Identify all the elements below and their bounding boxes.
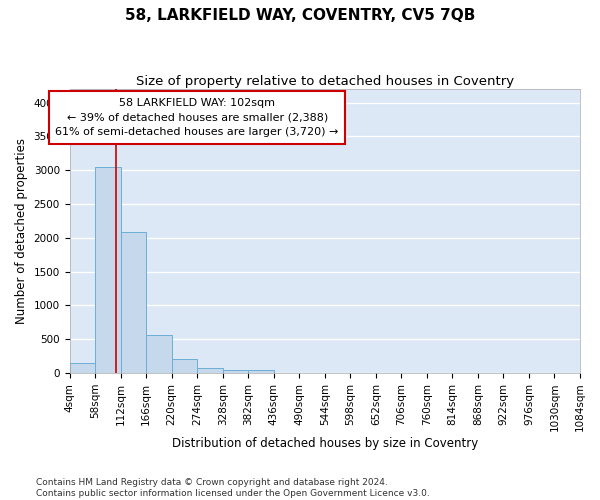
Bar — [70, 363, 95, 373]
Y-axis label: Number of detached properties: Number of detached properties — [15, 138, 28, 324]
Title: Size of property relative to detached houses in Coventry: Size of property relative to detached ho… — [136, 75, 514, 88]
Bar — [248, 370, 274, 373]
Text: 58, LARKFIELD WAY, COVENTRY, CV5 7QB: 58, LARKFIELD WAY, COVENTRY, CV5 7QB — [125, 8, 475, 22]
Text: Contains HM Land Registry data © Crown copyright and database right 2024.
Contai: Contains HM Land Registry data © Crown c… — [36, 478, 430, 498]
Bar — [146, 335, 172, 373]
Bar — [172, 359, 197, 373]
Bar — [223, 370, 248, 373]
Bar — [197, 368, 223, 373]
Bar — [121, 232, 146, 373]
X-axis label: Distribution of detached houses by size in Coventry: Distribution of detached houses by size … — [172, 437, 478, 450]
Text: 58 LARKFIELD WAY: 102sqm
← 39% of detached houses are smaller (2,388)
61% of sem: 58 LARKFIELD WAY: 102sqm ← 39% of detach… — [55, 98, 339, 138]
Bar — [95, 167, 121, 373]
